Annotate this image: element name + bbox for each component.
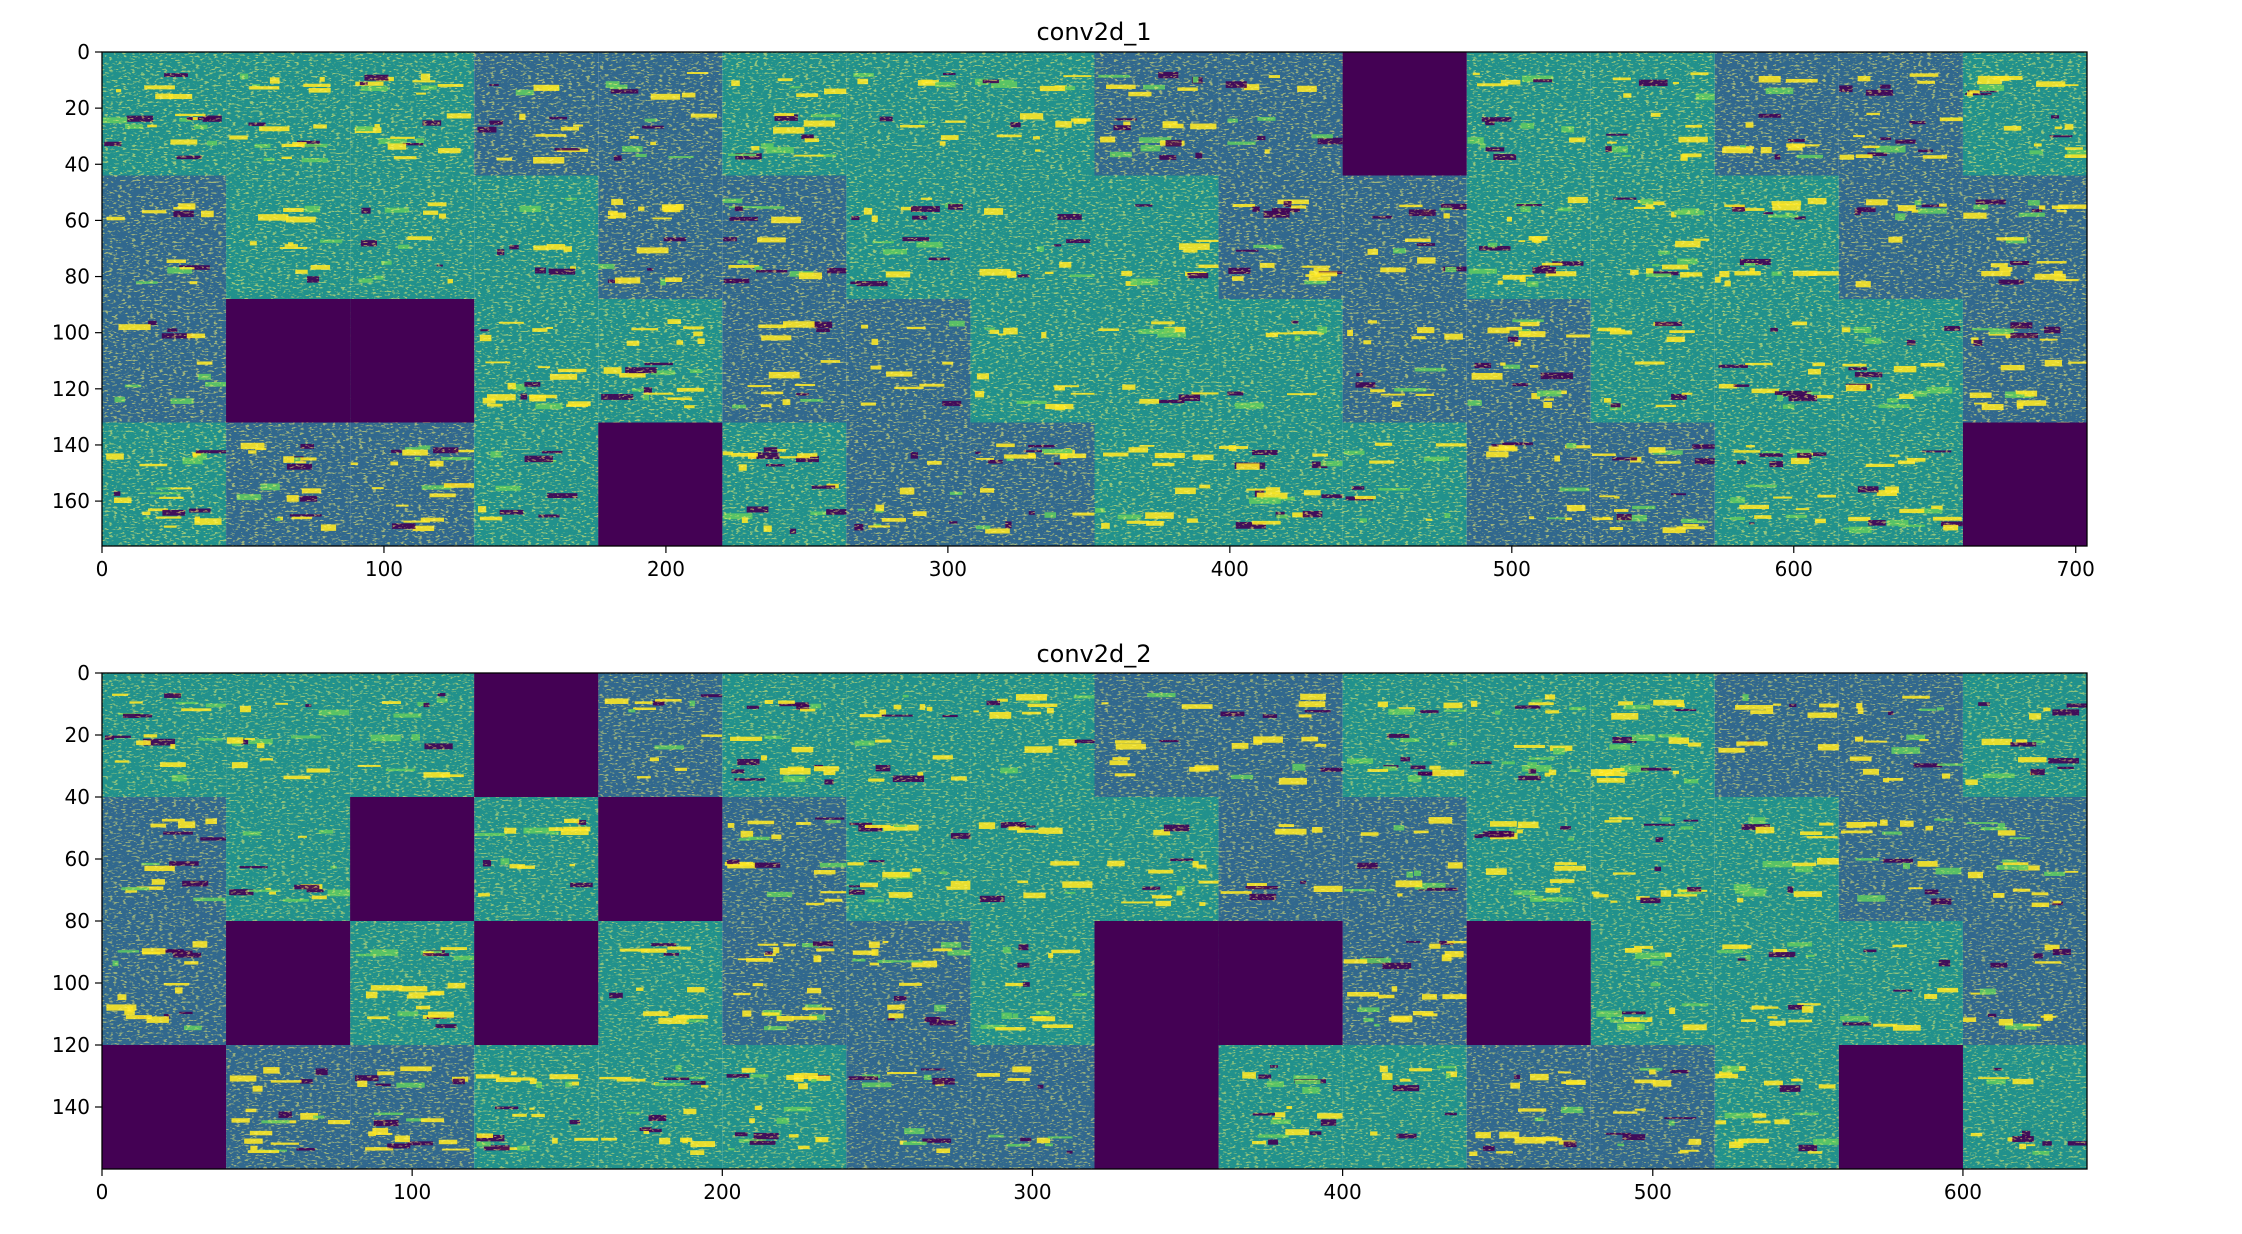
dead-feature-map: [1838, 1045, 1963, 1169]
panel-1-y-axis: 0 20 40 60 80 100 120 140 160: [52, 40, 102, 513]
x-tick-label: 300: [1013, 1180, 1051, 1204]
panel-1-dead-tiles: [226, 52, 2087, 546]
dead-feature-map: [1094, 921, 1219, 1045]
x-tick-label: 500: [1493, 557, 1531, 581]
panel-1-x-axis: 0 100 200 300 400 500 600 700: [96, 546, 2095, 581]
y-tick-label: 160: [52, 489, 90, 513]
x-tick-label: 200: [647, 557, 685, 581]
y-tick-label: 60: [65, 208, 90, 232]
dead-feature-map: [1218, 921, 1343, 1045]
x-tick-label: 200: [703, 1180, 741, 1204]
dead-feature-map: [226, 921, 351, 1045]
y-tick-label: 0: [77, 40, 90, 64]
y-tick-label: 20: [65, 96, 90, 120]
x-tick-label: 100: [393, 1180, 431, 1204]
x-tick-label: 0: [96, 1180, 109, 1204]
panel-2-title: conv2d_2: [1036, 640, 1151, 668]
y-tick-label: 80: [65, 265, 90, 289]
y-tick-label: 120: [52, 377, 90, 401]
panel-conv2d-1: conv2d_1 0 100 200 300 400 500 600 700 0 20 40 60 8…: [52, 18, 2095, 581]
dead-feature-map: [102, 1045, 227, 1169]
y-tick-label: 140: [52, 433, 90, 457]
y-tick-label: 40: [65, 785, 90, 809]
y-tick-label: 80: [65, 909, 90, 933]
x-tick-label: 700: [2057, 557, 2095, 581]
x-tick-label: 300: [929, 557, 967, 581]
y-tick-label: 100: [52, 971, 90, 995]
panel-2-dead-tiles: [102, 673, 1963, 1169]
panel-1-title: conv2d_1: [1036, 18, 1151, 46]
panel-1-frame: [101, 51, 2088, 547]
panel-2-y-axis: 0 20 40 60 80 100 120 140: [52, 661, 102, 1119]
dead-feature-map: [598, 422, 723, 546]
y-tick-label: 40: [65, 152, 90, 176]
x-tick-label: 400: [1324, 1180, 1362, 1204]
dead-feature-map: [474, 673, 599, 797]
y-tick-label: 0: [77, 661, 90, 685]
dead-feature-map: [1342, 52, 1467, 176]
x-tick-label: 400: [1211, 557, 1249, 581]
x-tick-label: 600: [1775, 557, 1813, 581]
dead-feature-map: [1094, 1045, 1219, 1169]
dead-feature-map: [1962, 422, 2087, 546]
dead-feature-map: [1466, 921, 1591, 1045]
dead-feature-map: [350, 299, 475, 423]
x-tick-label: 600: [1944, 1180, 1982, 1204]
y-tick-label: 120: [52, 1033, 90, 1057]
x-tick-label: 500: [1634, 1180, 1672, 1204]
dead-feature-map: [350, 797, 475, 921]
y-tick-label: 60: [65, 847, 90, 871]
x-tick-label: 0: [96, 557, 109, 581]
dead-feature-map: [474, 921, 599, 1045]
x-tick-label: 100: [365, 557, 403, 581]
y-tick-label: 100: [52, 321, 90, 345]
panel-2-x-axis: 0 100 200 300 400 500 600: [96, 1169, 1982, 1204]
panel-conv2d-2: conv2d_2 0 100 200 300 400 500 600 0 20 40 60 80 10…: [52, 640, 2088, 1204]
y-tick-label: 20: [65, 723, 90, 747]
y-tick-label: 140: [52, 1095, 90, 1119]
dead-feature-map: [598, 797, 723, 921]
dead-feature-map: [226, 299, 351, 423]
